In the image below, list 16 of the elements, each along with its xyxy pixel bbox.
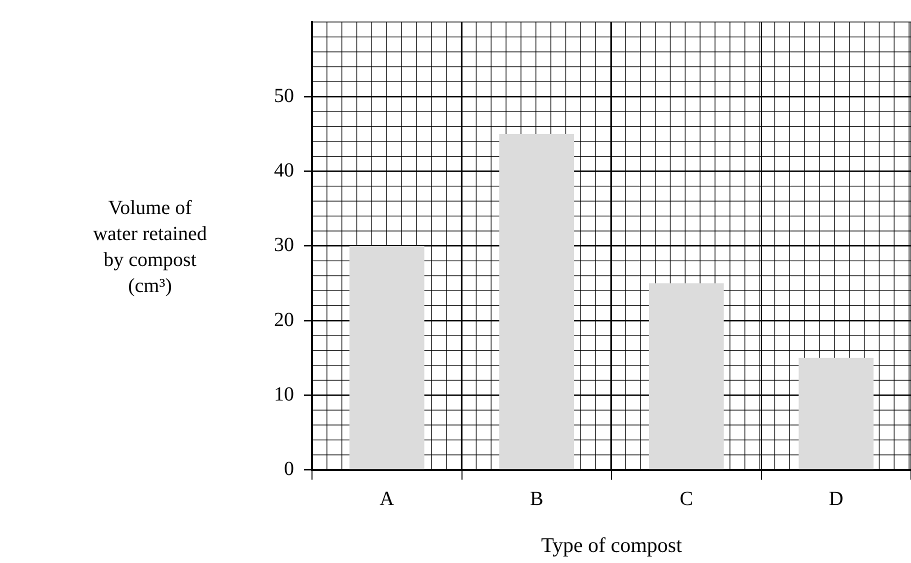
x-axis-title: Type of compost <box>541 532 682 557</box>
bar <box>349 246 424 470</box>
y-tick-label: 10 <box>274 383 294 406</box>
x-tick-label: D <box>828 488 844 510</box>
bar <box>798 358 874 470</box>
bar <box>499 134 574 470</box>
y-axis-title: Volume of water retained by compost (cm³) <box>92 196 208 299</box>
y-tick-label: 50 <box>274 84 294 107</box>
bar <box>648 283 724 470</box>
y-tick-label: 20 <box>274 308 294 331</box>
x-tick-label: B <box>530 488 544 510</box>
y-tick-label: 0 <box>284 458 294 480</box>
x-tick-label: A <box>380 488 395 510</box>
y-tick-label: 40 <box>274 160 294 182</box>
x-tick-label: C <box>680 488 694 510</box>
y-tick-label: 30 <box>274 234 294 256</box>
